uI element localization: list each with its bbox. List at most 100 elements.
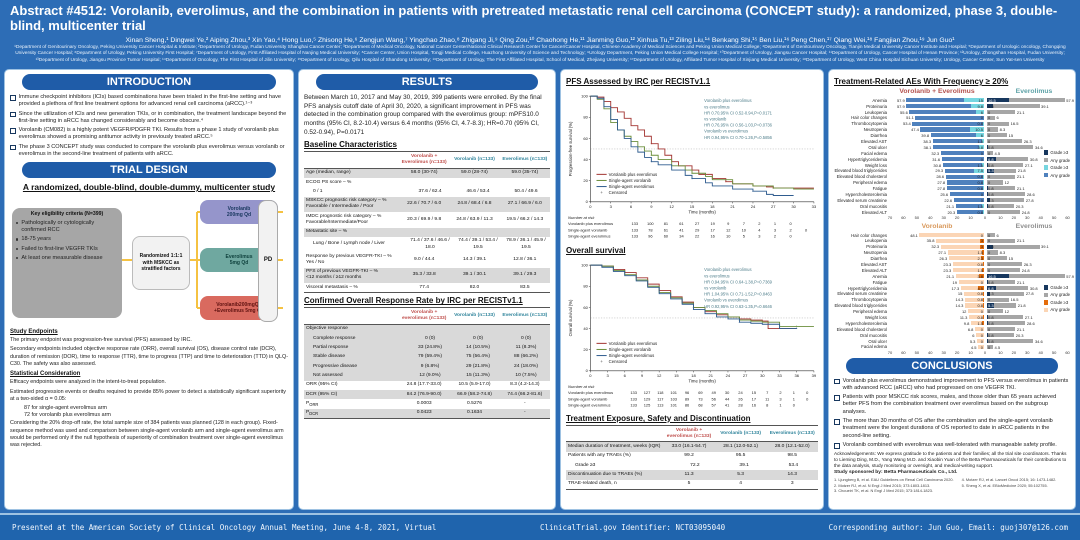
x-tick-label: 30 (760, 372, 765, 377)
right-zone: 0 21.1 (987, 174, 1075, 180)
cell-value: 24 (18.0%) (514, 363, 538, 369)
any-grade-bar (935, 238, 984, 243)
cell-value: 12.8 / 36.1 (513, 256, 537, 262)
ae-label: Diarrhea (870, 256, 887, 262)
cell-value: 24.8 / 63.9 / 11.3 (456, 216, 493, 222)
list-item: Patients with poor MSKCC risk scores, ma… (834, 394, 1070, 416)
grade3-bar (987, 274, 1010, 279)
grade3-value: 0 (988, 309, 991, 315)
risk-count: 133 (630, 396, 637, 401)
grade3-value: 0 (988, 174, 991, 180)
any-grade-bar (987, 209, 1021, 214)
grade3-value: 0 (988, 238, 991, 244)
right-zone: 0.8 27.1 (987, 163, 1075, 168)
list-item: 3. Choueiri TK, et al. N Engl J Med 2015… (834, 487, 933, 493)
ae-label: Neutropenia (863, 250, 887, 256)
any-grade-bar (987, 291, 1025, 296)
x-tick-label: 0 (589, 204, 592, 209)
ae-row: Elevated ALT 20.3 0.8 0 24.8 (834, 209, 1070, 215)
table-column-header: Everolimus (n=133) (502, 156, 548, 162)
cell-value: 10.5 (5.9-17.0) (458, 382, 491, 388)
axis-tick-label: 10 (998, 214, 1003, 220)
x-tick-label: 24 (726, 372, 731, 377)
ae-label: Elevated AST (860, 138, 887, 144)
left-zone: 38.1 3.8 (890, 145, 984, 150)
table-row: Visceral metastasis – % 77.4 82.0 83.5 (304, 283, 550, 292)
any-grade-value: 27.1 (1024, 315, 1033, 321)
any-grade-bar (946, 180, 984, 185)
any-grade-bar (987, 109, 1016, 114)
ae-row: Neutropenia 47.4 10.5 0 8.3 (834, 127, 1070, 133)
axis-tick-label: 50 (1051, 349, 1057, 355)
table-row: TRAE-related death, n 5 4 3 (566, 480, 818, 489)
any-grade-bar (987, 315, 1024, 320)
legend-label: Grade ≥3 (1050, 150, 1069, 156)
ae-label: Weight loss (864, 162, 887, 168)
risk-count: 113 (657, 402, 664, 407)
bullet-square-icon (16, 247, 19, 251)
grade3-value: 4.5 (977, 285, 983, 291)
legend-label: Single-agent vorolanib (609, 346, 652, 351)
affiliation-list: ¹Department of Genitourinary Oncology, P… (14, 44, 1066, 63)
hr-annotation-line: HR 0.92,95% CI 0.63-1.35,P=0.6646 (704, 303, 773, 308)
grade3-value: 0 (980, 197, 983, 203)
any-grade-bar (941, 156, 984, 161)
table-row: Partial response 33 (24.8%) 14 (10.5%) 11 (… (304, 343, 550, 353)
grade3-bar (978, 274, 984, 279)
left-zone: 12 0 (890, 309, 984, 314)
risk-count: 57 (712, 402, 716, 407)
hr-annotation-line: Vorolanib plus everolimus (704, 98, 751, 103)
km-curve (590, 264, 797, 329)
right-zone: 0 16.5 (987, 121, 1075, 126)
row-label: Visceral metastasis – % (306, 284, 358, 290)
grade3-bar (987, 338, 989, 343)
risk-count: 19 (710, 221, 715, 226)
any-grade-bar (987, 156, 1029, 161)
bullet-text: 18-75 years (21, 236, 51, 243)
left-zone: 47.4 10.5 (890, 127, 984, 132)
axis-tick-label: 30 (1025, 349, 1030, 355)
cell-value: 12 (9.0%) (419, 373, 441, 379)
legend-label: Grade ≥3 (1050, 284, 1069, 290)
legend-label: Any grade (1050, 157, 1070, 163)
legend-label: Single-agent everolimus (609, 184, 655, 189)
any-grade-bar (949, 192, 984, 197)
legend-swatch-icon (1043, 300, 1049, 305)
risk-count: 3 (779, 396, 782, 401)
right-zone: 5.3 21.8 (987, 168, 1075, 173)
any-grade-bar (987, 180, 1004, 185)
cell-value: 84.2 (76.9-90.0) (406, 391, 442, 397)
x-tick-label: 9 (650, 204, 653, 209)
hr-annotation-line: HR 0.76,95% CI 0.56-1.03,P=0.0736 (704, 123, 773, 128)
risk-row-label: Single-agent vorolanib (568, 396, 608, 401)
risk-count: 96 (648, 233, 653, 238)
any-grade-bar (944, 168, 984, 173)
grade3-value: 16.5 (988, 97, 996, 103)
risk-count: 101 (670, 390, 677, 395)
cell-value: 98.5 (787, 453, 797, 459)
left-zone: 31.6 0 (890, 156, 984, 162)
any-grade-value: 38.3 (923, 139, 932, 144)
x-tick-label: 12 (669, 204, 674, 209)
any-grade-value: 20.3 (1015, 203, 1024, 209)
grade3-value: 5.3 (988, 303, 994, 309)
cell-value: 8.3 (4.2-14.3) (510, 382, 540, 388)
cell-value: 74.4 (66.2-81.6) (507, 391, 543, 397)
risk-row-label: Vorolanib plus everolimus (568, 221, 613, 226)
any-grade-bar (964, 297, 984, 302)
risk-count: 89 (685, 396, 690, 401)
stats-item-1: 87 for single-agent everolimus arm (24, 405, 107, 412)
risk-count: 101 (670, 402, 677, 407)
ae-row: Facial edema 4.5 0 0 4.5 (834, 344, 1070, 350)
cell-value: 35.3 / 33.8 (412, 272, 436, 278)
grade3-bar (982, 321, 984, 326)
left-zone: 30.8 1.5 (890, 163, 984, 168)
legend-label: Any grade (1050, 307, 1070, 313)
risk-count: 1 (793, 396, 795, 401)
any-grade-value: 6.8 (967, 326, 974, 332)
risk-count: 81 (664, 221, 668, 226)
any-grade-value: 6 (972, 332, 975, 338)
grade3-value: 2.3 (977, 256, 983, 262)
grade3-value: 1.5 (977, 139, 983, 144)
cell-value: 39.1 (739, 462, 749, 468)
